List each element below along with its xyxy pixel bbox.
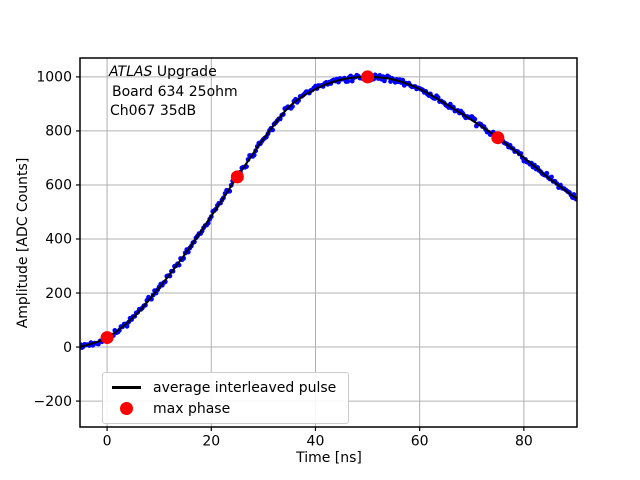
svg-text:0: 0 <box>103 434 112 450</box>
legend-label: average interleaved pulse <box>153 379 337 396</box>
annotation-line-3: Ch067 35dB <box>110 103 197 119</box>
svg-text:80: 80 <box>515 434 533 450</box>
legend-label: max phase <box>153 400 231 417</box>
svg-text:600: 600 <box>45 178 72 194</box>
legend-line-swatch <box>112 386 141 389</box>
svg-text:800: 800 <box>45 124 72 140</box>
svg-text:0: 0 <box>63 340 72 356</box>
plot-annotation: ATLAS Upgrade Board 634 25ohm Ch067 35dB <box>109 63 238 122</box>
svg-text:20: 20 <box>202 434 220 450</box>
svg-text:400: 400 <box>45 232 72 248</box>
y-axis-label: Amplitude [ADC Counts] <box>15 157 31 329</box>
annotation-atlas: ATLAS <box>109 64 153 80</box>
annotation-line-1: ATLAS Upgrade <box>109 63 238 83</box>
annotation-line-2: Board 634 25ohm <box>112 83 238 100</box>
svg-text:−200: −200 <box>34 394 72 410</box>
legend: average interleaved pulse max phase <box>102 372 350 424</box>
x-axis-label: Time [ns] <box>296 450 362 466</box>
legend-item-average-pulse: average interleaved pulse <box>112 377 336 398</box>
annotation-upgrade: Upgrade <box>152 64 217 80</box>
svg-text:40: 40 <box>307 434 325 450</box>
svg-text:1000: 1000 <box>36 70 72 86</box>
svg-text:200: 200 <box>45 286 72 302</box>
legend-item-max-phase: max phase <box>112 398 336 419</box>
svg-text:60: 60 <box>411 434 429 450</box>
legend-dot-swatch <box>120 402 133 415</box>
